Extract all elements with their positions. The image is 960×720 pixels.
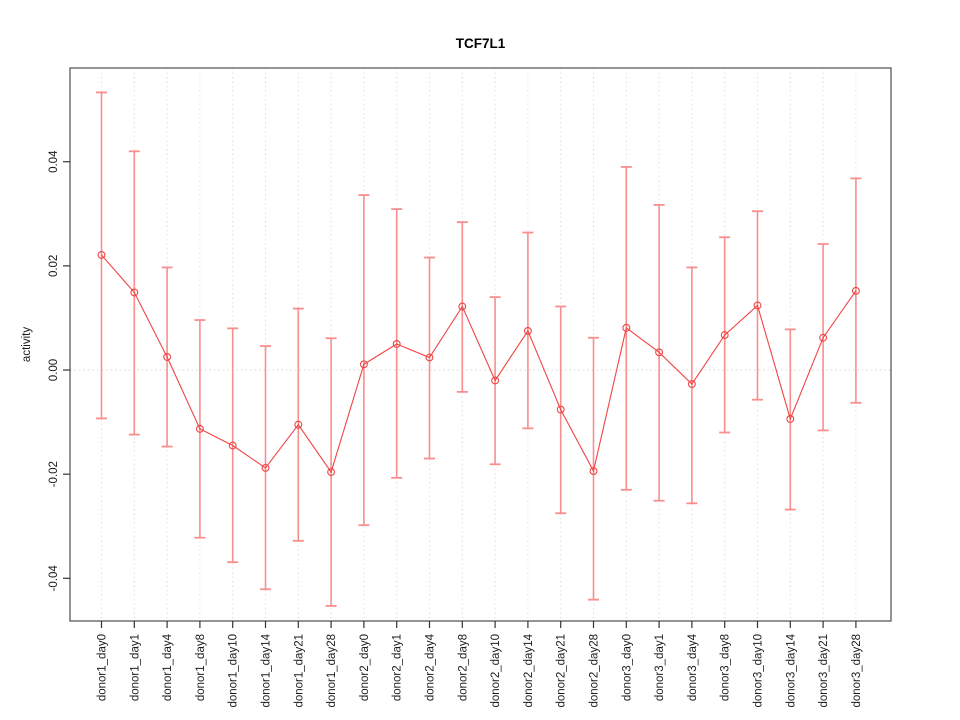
x-tick-label: donor1_day1 (129, 634, 141, 701)
x-tick-label: donor2_day1 (392, 634, 404, 701)
x-tick-label: donor1_day21 (293, 634, 305, 708)
data-point (327, 468, 336, 477)
data-point (195, 424, 204, 433)
data-point (753, 301, 762, 310)
x-tick-label: donor2_day4 (425, 633, 437, 701)
data-point (556, 405, 565, 414)
series-line (101, 254, 857, 474)
x-tick-label: donor3_day1 (654, 634, 666, 701)
data-point (425, 353, 434, 362)
x-tick-label: donor1_day0 (97, 634, 109, 701)
data-point (622, 323, 631, 332)
data-point (261, 463, 270, 472)
x-tick-label: donor3_day10 (753, 634, 765, 708)
y-tick-label: 0.00 (48, 359, 60, 381)
data-point (294, 420, 303, 429)
data-point (97, 250, 106, 259)
x-tick-label: donor1_day14 (261, 633, 273, 707)
x-tick-label: donor3_day4 (687, 633, 699, 701)
data-point (458, 302, 467, 311)
x-tick-label: donor2_day8 (457, 634, 469, 701)
x-tick-label: donor1_day4 (162, 633, 174, 701)
data-point (786, 415, 795, 423)
y-axis-label: activity (21, 327, 33, 362)
x-tick-label: donor1_day10 (228, 634, 240, 708)
x-tick-label: donor3_day8 (720, 634, 732, 701)
x-tick-label: donor2_day28 (589, 634, 601, 708)
data-point (655, 348, 664, 357)
x-tick-label: donor1_day28 (326, 634, 338, 708)
data-point (228, 441, 237, 450)
x-tick-label: donor2_day10 (490, 634, 502, 708)
y-tick-label: -0.04 (48, 565, 60, 592)
y-tick-label: 0.04 (48, 150, 60, 173)
y-tick-label: 0.02 (48, 255, 60, 277)
data-point (130, 288, 139, 297)
data-point (589, 467, 598, 475)
data-point (851, 286, 860, 295)
plot-box (69, 67, 892, 622)
x-tick-label: donor2_day14 (523, 633, 535, 707)
data-point (819, 333, 828, 342)
x-tick-label: donor1_day8 (195, 634, 207, 701)
x-tick-label: donor3_day0 (621, 634, 633, 701)
x-tick-label: donor3_day28 (851, 634, 863, 708)
data-point (523, 327, 532, 335)
data-point (392, 340, 401, 348)
x-tick-label: donor3_day14 (785, 633, 797, 707)
x-tick-label: donor3_day21 (818, 634, 830, 708)
data-point (720, 331, 729, 340)
data-point (687, 380, 696, 389)
x-tick-label: donor2_day21 (556, 634, 568, 708)
chart-title: TCF7L1 (456, 36, 506, 51)
data-point (163, 353, 172, 361)
data-point (491, 376, 500, 385)
data-point (359, 360, 368, 369)
x-tick-label: donor2_day0 (359, 634, 371, 701)
y-tick-label: -0.02 (48, 461, 60, 487)
